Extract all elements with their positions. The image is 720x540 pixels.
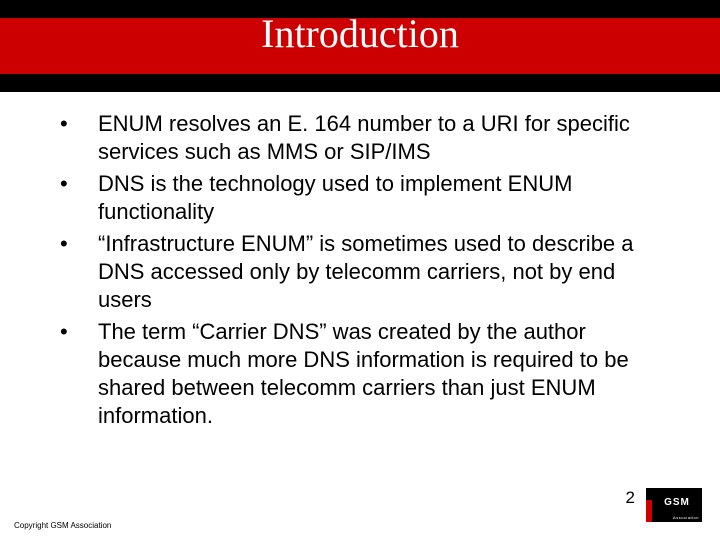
bullet-text: The term “Carrier DNS” was created by th… [98, 318, 650, 430]
bullet-list: •ENUM resolves an E. 164 number to a URI… [60, 110, 650, 434]
page-number: 2 [626, 488, 635, 508]
divider-bar-bottom [0, 74, 720, 92]
divider-bar-top [0, 0, 720, 18]
bullet-marker: • [60, 170, 98, 226]
bullet-text: “Infrastructure ENUM” is sometimes used … [98, 230, 650, 314]
slide: Introduction •ENUM resolves an E. 164 nu… [0, 0, 720, 540]
bullet-item: •DNS is the technology used to implement… [60, 170, 650, 226]
copyright-text: Copyright GSM Association [14, 521, 111, 530]
bullet-item: •“Infrastructure ENUM” is sometimes used… [60, 230, 650, 314]
bullet-item: •ENUM resolves an E. 164 number to a URI… [60, 110, 650, 166]
bullet-item: •The term “Carrier DNS” was created by t… [60, 318, 650, 430]
gsm-logo: GSM Association [646, 488, 702, 522]
bullet-marker: • [60, 230, 98, 314]
bullet-marker: • [60, 110, 98, 166]
bullet-marker: • [60, 318, 98, 430]
logo-primary-text: GSM [658, 497, 690, 514]
bullet-text: DNS is the technology used to implement … [98, 170, 650, 226]
bullet-text: ENUM resolves an E. 164 number to a URI … [98, 110, 650, 166]
logo-secondary-text: Association [656, 515, 699, 520]
logo-accent-bar [646, 500, 652, 522]
